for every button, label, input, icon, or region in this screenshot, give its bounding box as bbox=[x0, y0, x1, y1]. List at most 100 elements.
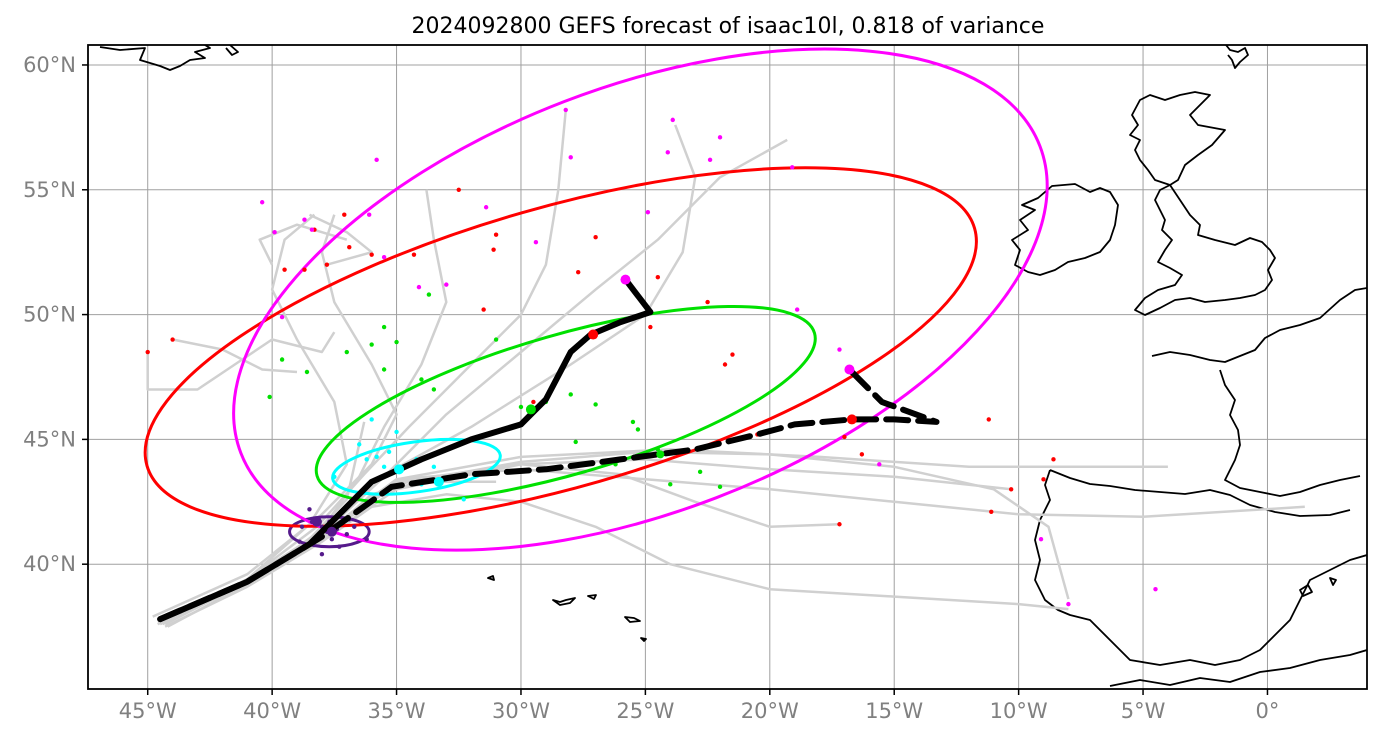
magenta-member-point bbox=[1153, 586, 1158, 592]
green-track-marker bbox=[656, 450, 665, 459]
red-member-point bbox=[722, 362, 728, 367]
magenta-member-point bbox=[645, 210, 651, 215]
x-tick-label: 45°W bbox=[119, 699, 177, 723]
member-track-line bbox=[308, 213, 373, 266]
y-tick-label: 55°N bbox=[23, 178, 76, 202]
map-background bbox=[88, 45, 1367, 689]
cyan-member-point bbox=[431, 464, 437, 470]
dashed-principal-track bbox=[157, 366, 940, 623]
red-uncertainty-ellipse bbox=[143, 166, 978, 528]
cyan-track-marker bbox=[394, 464, 405, 475]
purple-track-marker bbox=[326, 526, 337, 537]
x-tick-label: 20°W bbox=[741, 699, 799, 723]
green-member-point bbox=[369, 342, 374, 347]
green-member-point bbox=[655, 447, 661, 452]
red-member-point bbox=[730, 352, 735, 357]
magenta-member-point bbox=[837, 347, 842, 352]
purple-member-point bbox=[352, 524, 357, 529]
magenta-uncertainty-ellipse bbox=[232, 47, 1049, 552]
red-track-marker bbox=[588, 329, 599, 340]
magenta-member-point bbox=[707, 157, 713, 163]
magenta-member-point bbox=[444, 282, 449, 287]
member-position-points bbox=[145, 107, 1158, 607]
red-member-point bbox=[593, 235, 598, 240]
cyan-member-point bbox=[357, 442, 362, 447]
magenta-member-point bbox=[309, 227, 315, 232]
x-tick-label: 35°W bbox=[368, 699, 426, 723]
red-member-point bbox=[324, 262, 330, 267]
coastlines bbox=[99, 45, 1367, 687]
green-member-point bbox=[381, 367, 387, 372]
green-member-point bbox=[381, 324, 387, 330]
coastline-iceland bbox=[1225, 45, 1249, 69]
green-member-point bbox=[568, 392, 573, 397]
green-track-marker bbox=[525, 404, 536, 415]
magenta-member-point bbox=[272, 230, 277, 235]
member-track-line bbox=[164, 493, 1069, 628]
magenta-member-point bbox=[279, 314, 285, 320]
magenta-member-point bbox=[1038, 537, 1044, 542]
red-member-point bbox=[655, 274, 661, 280]
cyan-uncertainty-ellipse bbox=[331, 437, 502, 496]
coastline-scotland bbox=[1129, 91, 1226, 186]
purple-member-point bbox=[297, 539, 302, 544]
red-member-point bbox=[411, 252, 417, 257]
red-member-point bbox=[1051, 457, 1056, 462]
member-track-line bbox=[146, 331, 336, 391]
cyan-member-point bbox=[386, 449, 392, 455]
green-member-point bbox=[593, 402, 598, 407]
cyan-track-marker bbox=[433, 476, 444, 487]
x-tick-label: 5°W bbox=[1121, 699, 1166, 723]
cyan-member-point bbox=[394, 429, 399, 435]
coastline-england-wales bbox=[1134, 184, 1276, 316]
magenta-member-point bbox=[483, 205, 489, 210]
purple-member-point bbox=[329, 537, 335, 542]
uncertainty-ellipses bbox=[143, 47, 1049, 552]
purple-member-point bbox=[299, 524, 305, 529]
red-member-point bbox=[342, 212, 347, 217]
green-member-point bbox=[394, 339, 399, 345]
x-tick-label: 30°W bbox=[492, 699, 550, 723]
green-member-point bbox=[630, 419, 636, 425]
purple-member-point bbox=[307, 507, 312, 512]
red-member-point bbox=[705, 299, 710, 305]
cyan-member-point bbox=[461, 497, 466, 502]
member-track-line bbox=[258, 223, 348, 266]
magenta-member-point bbox=[665, 150, 670, 155]
x-tick-label: 40°W bbox=[243, 699, 301, 723]
red-member-point bbox=[347, 244, 352, 250]
y-tick-label: 60°N bbox=[23, 53, 76, 77]
coastline-ireland bbox=[1011, 183, 1119, 276]
red-member-point bbox=[986, 417, 991, 422]
green-member-point bbox=[518, 404, 524, 410]
coastline-iberia bbox=[1034, 469, 1367, 666]
red-member-point bbox=[493, 232, 499, 237]
green-member-point bbox=[344, 349, 349, 355]
red-member-point bbox=[576, 269, 581, 275]
purple-member-point bbox=[337, 544, 342, 549]
principal-track-markers bbox=[311, 274, 857, 537]
red-member-point bbox=[1008, 487, 1014, 492]
coastline-north-africa bbox=[1109, 649, 1367, 687]
member-track-line bbox=[172, 338, 298, 374]
cyan-member-point bbox=[381, 464, 387, 470]
x-tick-label: 10°W bbox=[990, 699, 1048, 723]
magenta-member-point bbox=[259, 200, 265, 205]
red-member-point bbox=[648, 324, 653, 330]
magenta-member-point bbox=[717, 135, 723, 140]
principal-tracks bbox=[157, 276, 940, 623]
purple-uncertainty-ellipse bbox=[288, 515, 371, 549]
purple-member-point bbox=[344, 532, 349, 537]
member-track-line bbox=[152, 214, 398, 618]
magenta-member-point bbox=[1066, 601, 1071, 607]
red-member-point bbox=[491, 247, 496, 252]
green-member-point bbox=[267, 394, 272, 400]
magenta-member-point bbox=[302, 217, 307, 222]
magenta-member-point bbox=[877, 462, 882, 467]
member-track-line bbox=[157, 109, 568, 623]
magenta-member-point bbox=[563, 107, 568, 113]
green-member-point bbox=[493, 337, 499, 342]
member-track-line bbox=[159, 213, 349, 626]
green-uncertainty-ellipse bbox=[314, 304, 817, 504]
